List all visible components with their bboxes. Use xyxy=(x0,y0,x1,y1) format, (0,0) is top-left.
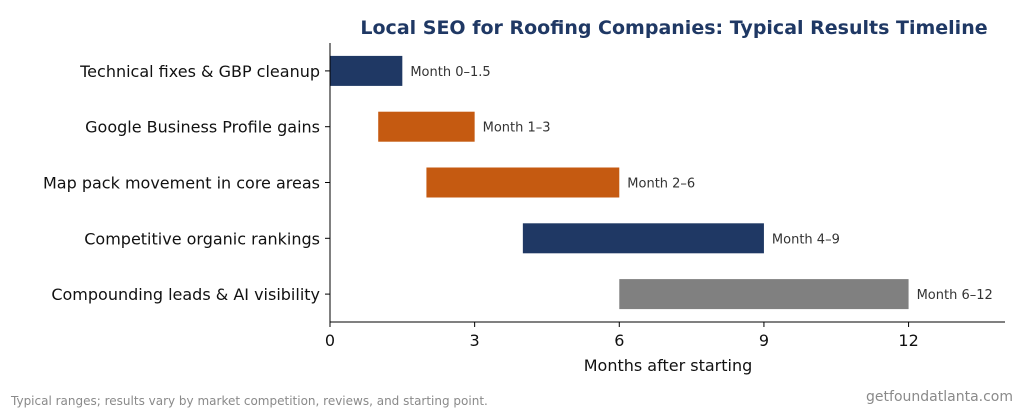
bar-label-1: Month 0–1.5 xyxy=(410,65,490,80)
x-axis-title: Months after starting xyxy=(584,356,753,375)
category-label-5: Compounding leads & AI visibility xyxy=(51,285,320,304)
chart-title: Local SEO for Roofing Companies: Typical… xyxy=(360,17,987,39)
x-tick-label-3: 3 xyxy=(470,331,480,350)
bar-5 xyxy=(619,279,909,310)
footnote: Typical ranges; results vary by market c… xyxy=(11,394,488,408)
brand-watermark: getfoundatlanta.com xyxy=(866,389,1013,405)
x-tick-label-12: 12 xyxy=(898,331,918,350)
x-tick-label-6: 6 xyxy=(614,331,624,350)
bar-label-3: Month 2–6 xyxy=(627,177,695,192)
bar-2 xyxy=(378,111,475,142)
x-tick-label-9: 9 xyxy=(759,331,769,350)
bar-label-5: Month 6–12 xyxy=(917,288,993,303)
category-label-1: Technical fixes & GBP cleanup xyxy=(79,62,320,81)
category-label-2: Google Business Profile gains xyxy=(85,118,320,137)
category-label-3: Map pack movement in core areas xyxy=(43,174,320,193)
bar-label-4: Month 4–9 xyxy=(772,232,840,247)
category-label-4: Competitive organic rankings xyxy=(84,229,320,248)
bar-1 xyxy=(330,55,403,86)
x-tick-label-0: 0 xyxy=(325,331,335,350)
bar-4 xyxy=(522,223,764,254)
bar-label-2: Month 1–3 xyxy=(483,121,551,136)
bar-3 xyxy=(426,167,620,198)
